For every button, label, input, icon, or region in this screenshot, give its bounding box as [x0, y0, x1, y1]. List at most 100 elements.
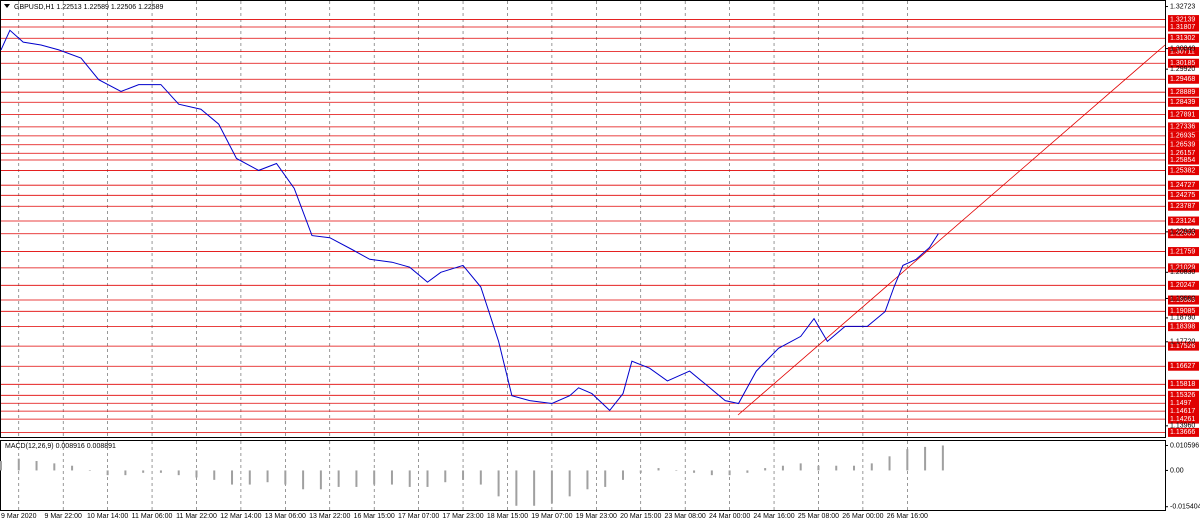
histogram-bar: [870, 463, 873, 471]
level-label: 1.1497: [1170, 400, 1192, 407]
y-tick-label: 1.32723: [1170, 3, 1195, 10]
level-label-box: [1168, 322, 1199, 332]
histogram-bar: [71, 465, 74, 471]
histogram-bar: [941, 445, 944, 471]
x-tick-label: 20 Mar 15:00: [620, 513, 661, 520]
y-tick-label: -0.015404: [1170, 504, 1200, 511]
histogram-bar: [497, 470, 500, 497]
histogram-bar: [906, 449, 909, 471]
symbol-menu-icon[interactable]: [4, 4, 10, 8]
x-tick-label: 17 Mar 23:00: [442, 513, 483, 520]
y-tick-label: 1.30840: [1170, 45, 1195, 52]
x-tick-label: 9 Mar 22:00: [45, 513, 82, 520]
level-label: 1.25854: [1170, 157, 1195, 164]
histogram-bar: [586, 470, 589, 490]
histogram-bar: [835, 465, 838, 471]
level-label-box: [1168, 414, 1199, 424]
level-label-box: [1168, 97, 1199, 107]
histogram-bar: [373, 470, 376, 485]
macd-title: MACD(12,26,9) 0.008916 0.008891: [5, 443, 116, 450]
level-label-box: [1168, 180, 1199, 190]
y-tick-label: 1.20830: [1170, 269, 1195, 276]
level-label: 1.14617: [1170, 408, 1195, 415]
histogram-bar: [604, 470, 607, 487]
histogram-bar: [17, 458, 20, 471]
level-label: 1.15326: [1170, 392, 1195, 399]
level-label: 1.15818: [1170, 381, 1195, 388]
level-label: 1.24275: [1170, 192, 1195, 199]
x-tick-label: 12 Mar 14:00: [220, 513, 261, 520]
trend-line: [737, 44, 1166, 416]
level-label-box: [1168, 263, 1199, 273]
histogram-bar: [35, 461, 38, 471]
x-tick-label: 13 Mar 06:00: [265, 513, 306, 520]
level-label-box: [1168, 247, 1199, 257]
level-label-box: [1168, 87, 1199, 97]
level-label-box: [1168, 216, 1199, 226]
price-line: [0, 29, 939, 412]
x-tick-label: 10 Mar 14:00: [87, 513, 128, 520]
histogram-bar: [106, 470, 109, 476]
level-label-box: [1168, 280, 1199, 290]
level-label: 1.21029: [1170, 265, 1195, 272]
histogram-bar: [88, 470, 91, 471]
level-label-box: [1168, 166, 1199, 176]
level-label-box: [1168, 33, 1199, 43]
level-label: 1.31807: [1170, 24, 1195, 31]
histogram-bar: [124, 470, 127, 476]
histogram-bar: [231, 470, 234, 485]
histogram-bar: [390, 470, 393, 485]
x-tick-label: 11 Mar 06:00: [132, 513, 173, 520]
histogram-bar: [853, 465, 856, 471]
x-tick-label: 26 Mar 16:00: [887, 513, 928, 520]
level-label-box: [1168, 306, 1199, 316]
histogram-bar: [213, 470, 216, 480]
histogram-bar: [568, 470, 571, 497]
level-label: 1.32139: [1170, 16, 1195, 23]
histogram-bar: [444, 470, 447, 483]
level-label: 1.27336: [1170, 124, 1195, 131]
level-label: 1.27891: [1170, 111, 1195, 118]
x-tick-label: 13 Mar 22:00: [309, 513, 350, 520]
histogram-bar: [924, 446, 927, 471]
level-label: 1.31302: [1170, 35, 1195, 42]
histogram-bar: [462, 470, 465, 480]
histogram-bar: [888, 456, 891, 471]
histogram-bar: [781, 465, 784, 471]
level-label: 1.30711: [1170, 48, 1195, 55]
level-label: 1.19085: [1170, 308, 1195, 315]
level-label: 1.30185: [1170, 60, 1195, 67]
level-label-box: [1168, 295, 1199, 305]
level-label: 1.19589: [1170, 297, 1195, 304]
histogram-bar: [710, 470, 713, 476]
level-label-box: [1168, 122, 1199, 132]
histogram-bar: [799, 463, 802, 471]
histogram-bar: [302, 470, 305, 490]
level-label-box: [1168, 15, 1199, 25]
level-label-box: [1168, 341, 1199, 351]
histogram-bar: [764, 468, 767, 471]
chart-title: GBPUSD,H1 1.22513 1.22589 1.22506 1.2258…: [14, 4, 164, 11]
level-label: 1.24727: [1170, 182, 1195, 189]
x-tick-label: 19 Mar 07:00: [531, 513, 572, 520]
level-label: 1.18398: [1170, 323, 1195, 330]
x-tick-label: 23 Mar 08:00: [665, 513, 706, 520]
level-label: 1.17526: [1170, 343, 1195, 350]
main-frame: [0, 0, 1166, 438]
level-label-box: [1168, 427, 1199, 437]
histogram-bar: [515, 470, 518, 506]
x-tick-label: 16 Mar 15:00: [354, 513, 395, 520]
level-label-box: [1168, 131, 1199, 141]
histogram-bar: [728, 470, 731, 476]
x-tick-label: 24 Mar 00:00: [709, 513, 750, 520]
histogram-bar: [319, 470, 322, 490]
histogram-bar: [621, 470, 624, 480]
histogram-bar: [639, 470, 642, 473]
level-label: 1.23124: [1170, 218, 1195, 225]
histogram-bar: [177, 470, 180, 476]
histogram-bar: [53, 463, 56, 471]
histogram-bar: [479, 470, 482, 485]
x-tick-label: 25 Mar 08:00: [798, 513, 839, 520]
level-label-box: [1168, 46, 1199, 56]
